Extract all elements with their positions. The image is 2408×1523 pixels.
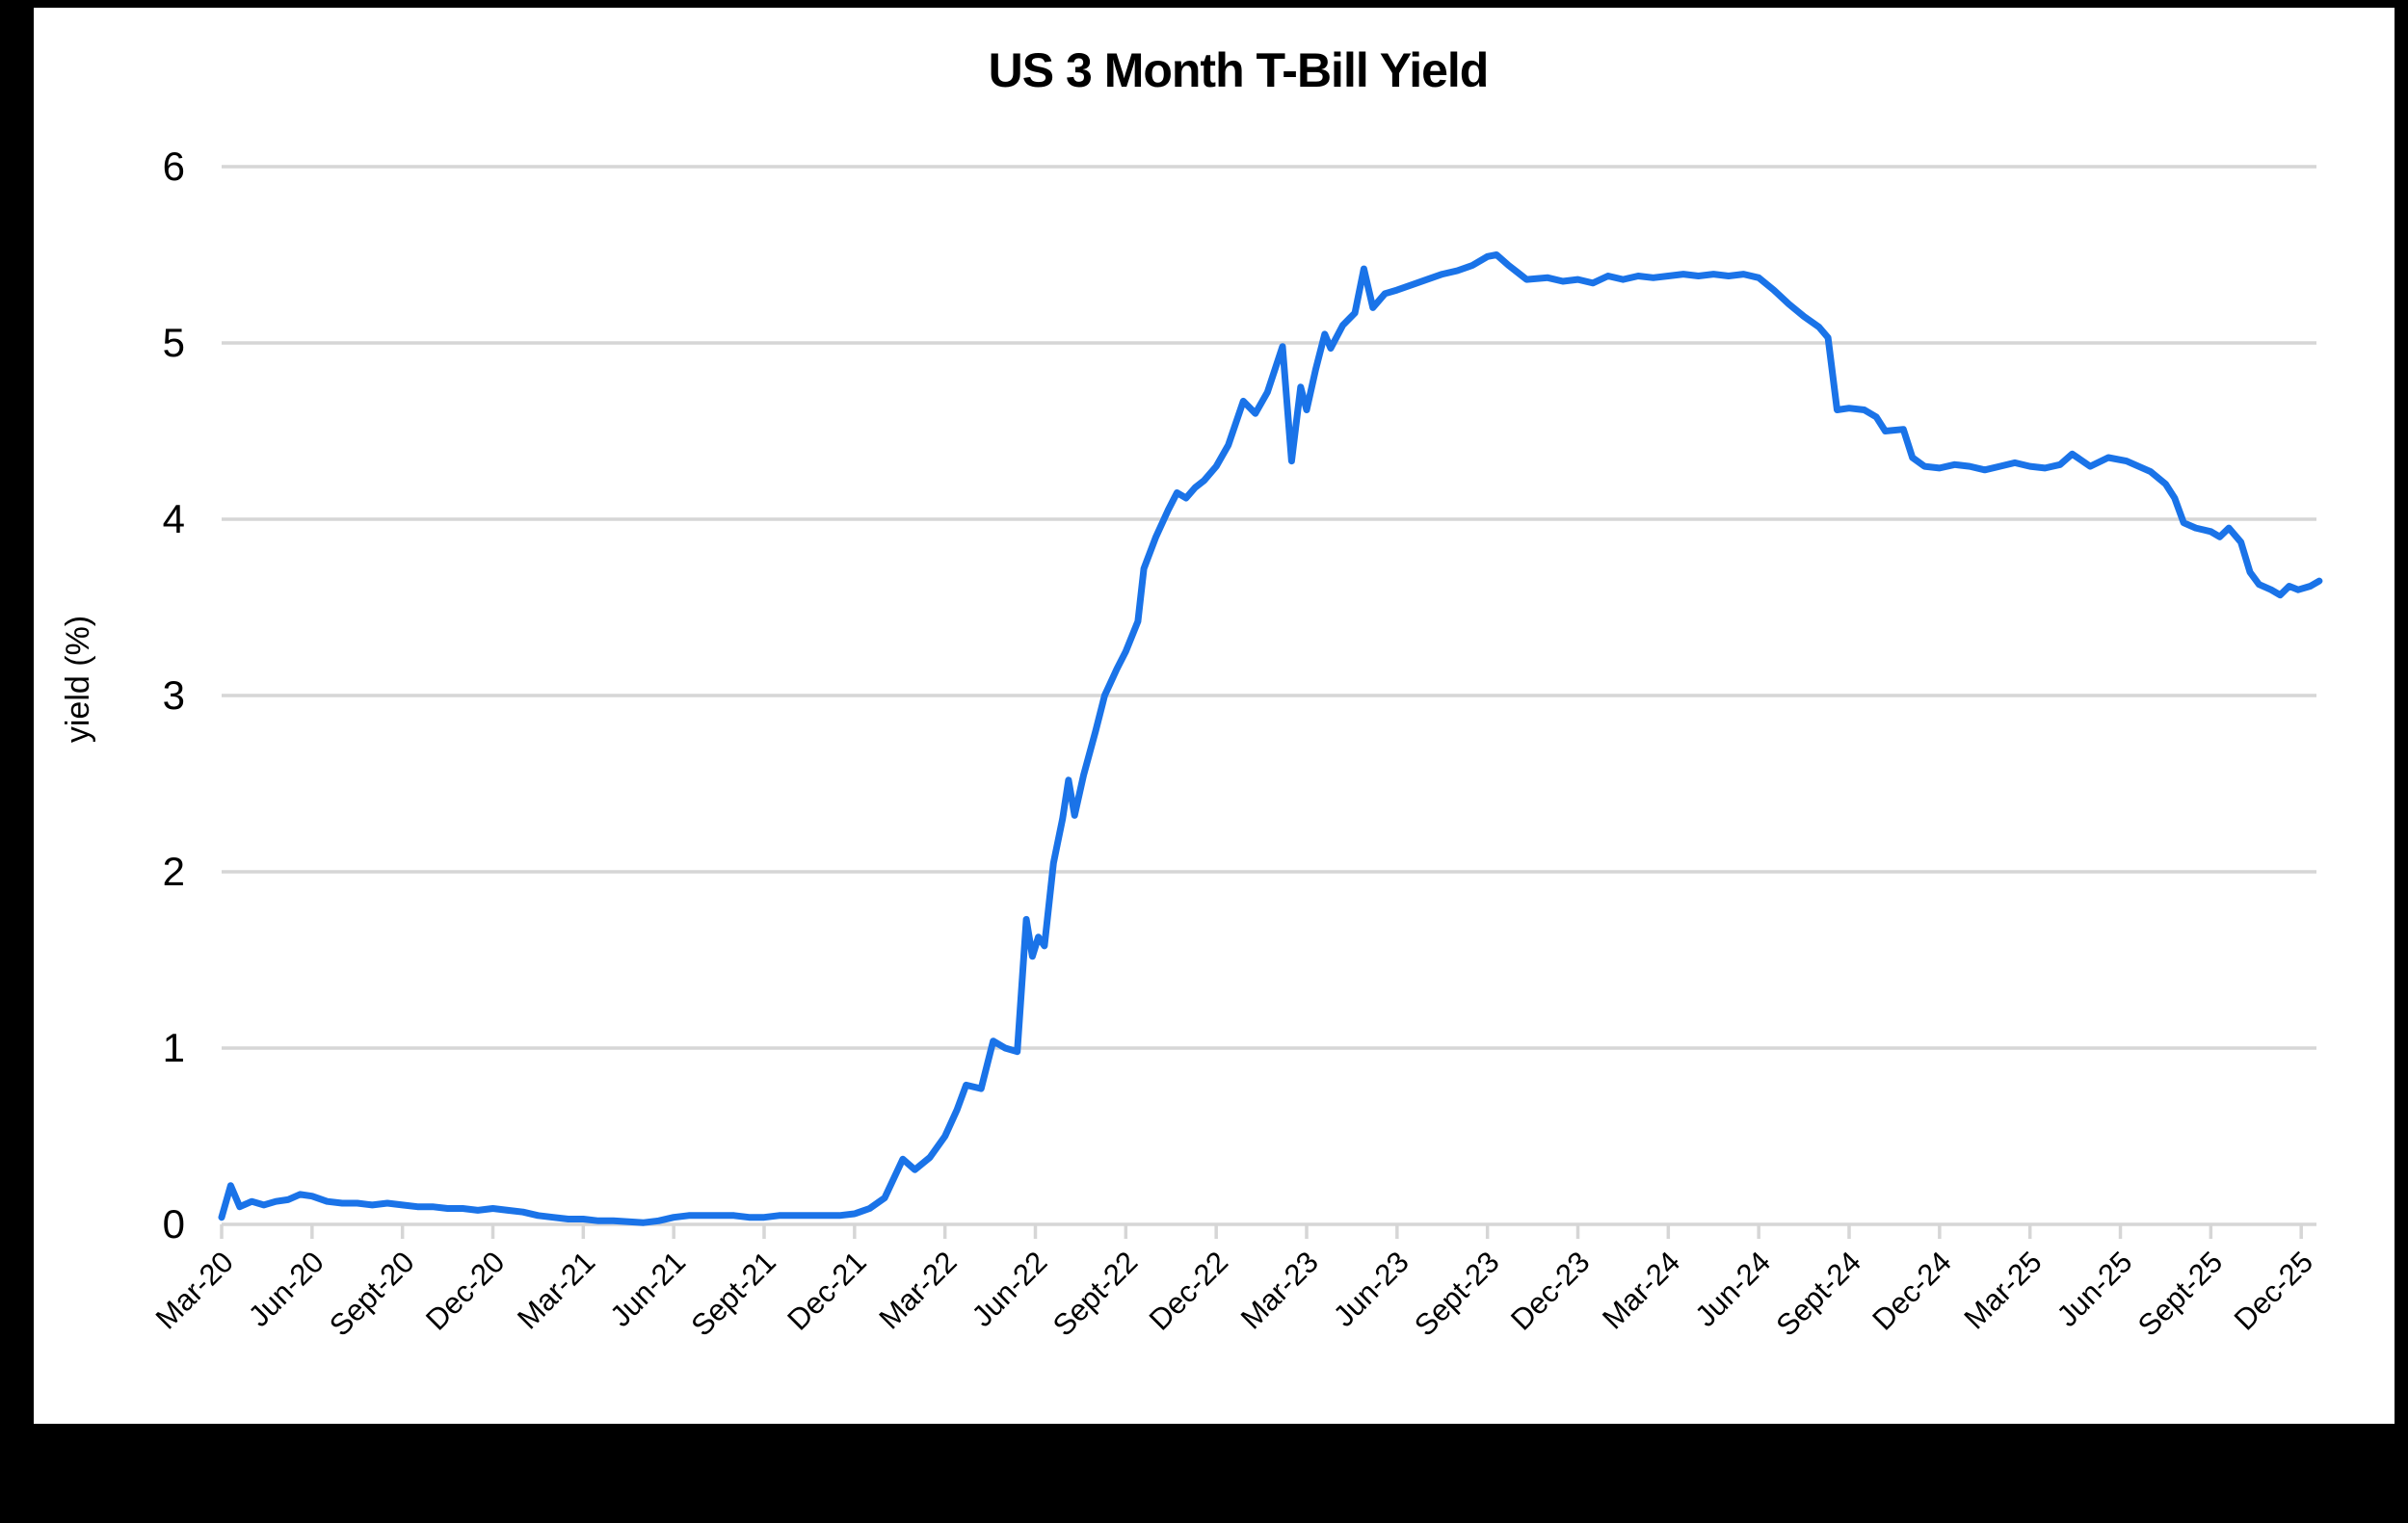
chart-title: US 3 Month T-Bill Yield — [989, 43, 1489, 97]
y-tick-label: 2 — [163, 849, 185, 894]
yield-line-series — [218, 251, 2323, 1226]
gridlines — [222, 165, 2316, 1226]
y-axis-tick-labels: 0 1 2 3 4 5 6 — [163, 144, 185, 1247]
y-axis-title: yield (%) — [60, 616, 96, 743]
y-tick-label: 5 — [163, 320, 185, 365]
y-tick-label: 4 — [163, 496, 185, 541]
plot-background — [34, 8, 2395, 1424]
x-axis — [220, 1224, 2303, 1239]
y-tick-label: 1 — [163, 1025, 185, 1070]
y-tick-label: 0 — [163, 1201, 185, 1247]
y-tick-label: 3 — [163, 672, 185, 718]
y-tick-label: 6 — [163, 144, 185, 189]
